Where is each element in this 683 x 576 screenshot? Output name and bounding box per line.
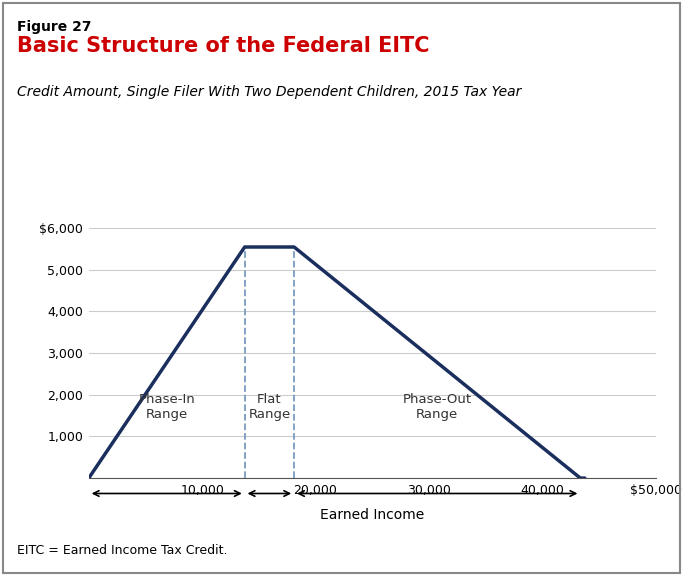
Text: EITC = Earned Income Tax Credit.: EITC = Earned Income Tax Credit. bbox=[17, 544, 227, 558]
Text: Phase-Out
Range: Phase-Out Range bbox=[403, 393, 472, 421]
Text: Credit Amount, Single Filer With Two Dependent Children, 2015 Tax Year: Credit Amount, Single Filer With Two Dep… bbox=[17, 85, 521, 99]
X-axis label: Earned Income: Earned Income bbox=[320, 508, 424, 522]
Text: Figure 27: Figure 27 bbox=[17, 20, 92, 34]
Text: Basic Structure of the Federal EITC: Basic Structure of the Federal EITC bbox=[17, 36, 430, 56]
Text: Flat
Range: Flat Range bbox=[249, 393, 290, 421]
Text: Phase-In
Range: Phase-In Range bbox=[139, 393, 195, 421]
